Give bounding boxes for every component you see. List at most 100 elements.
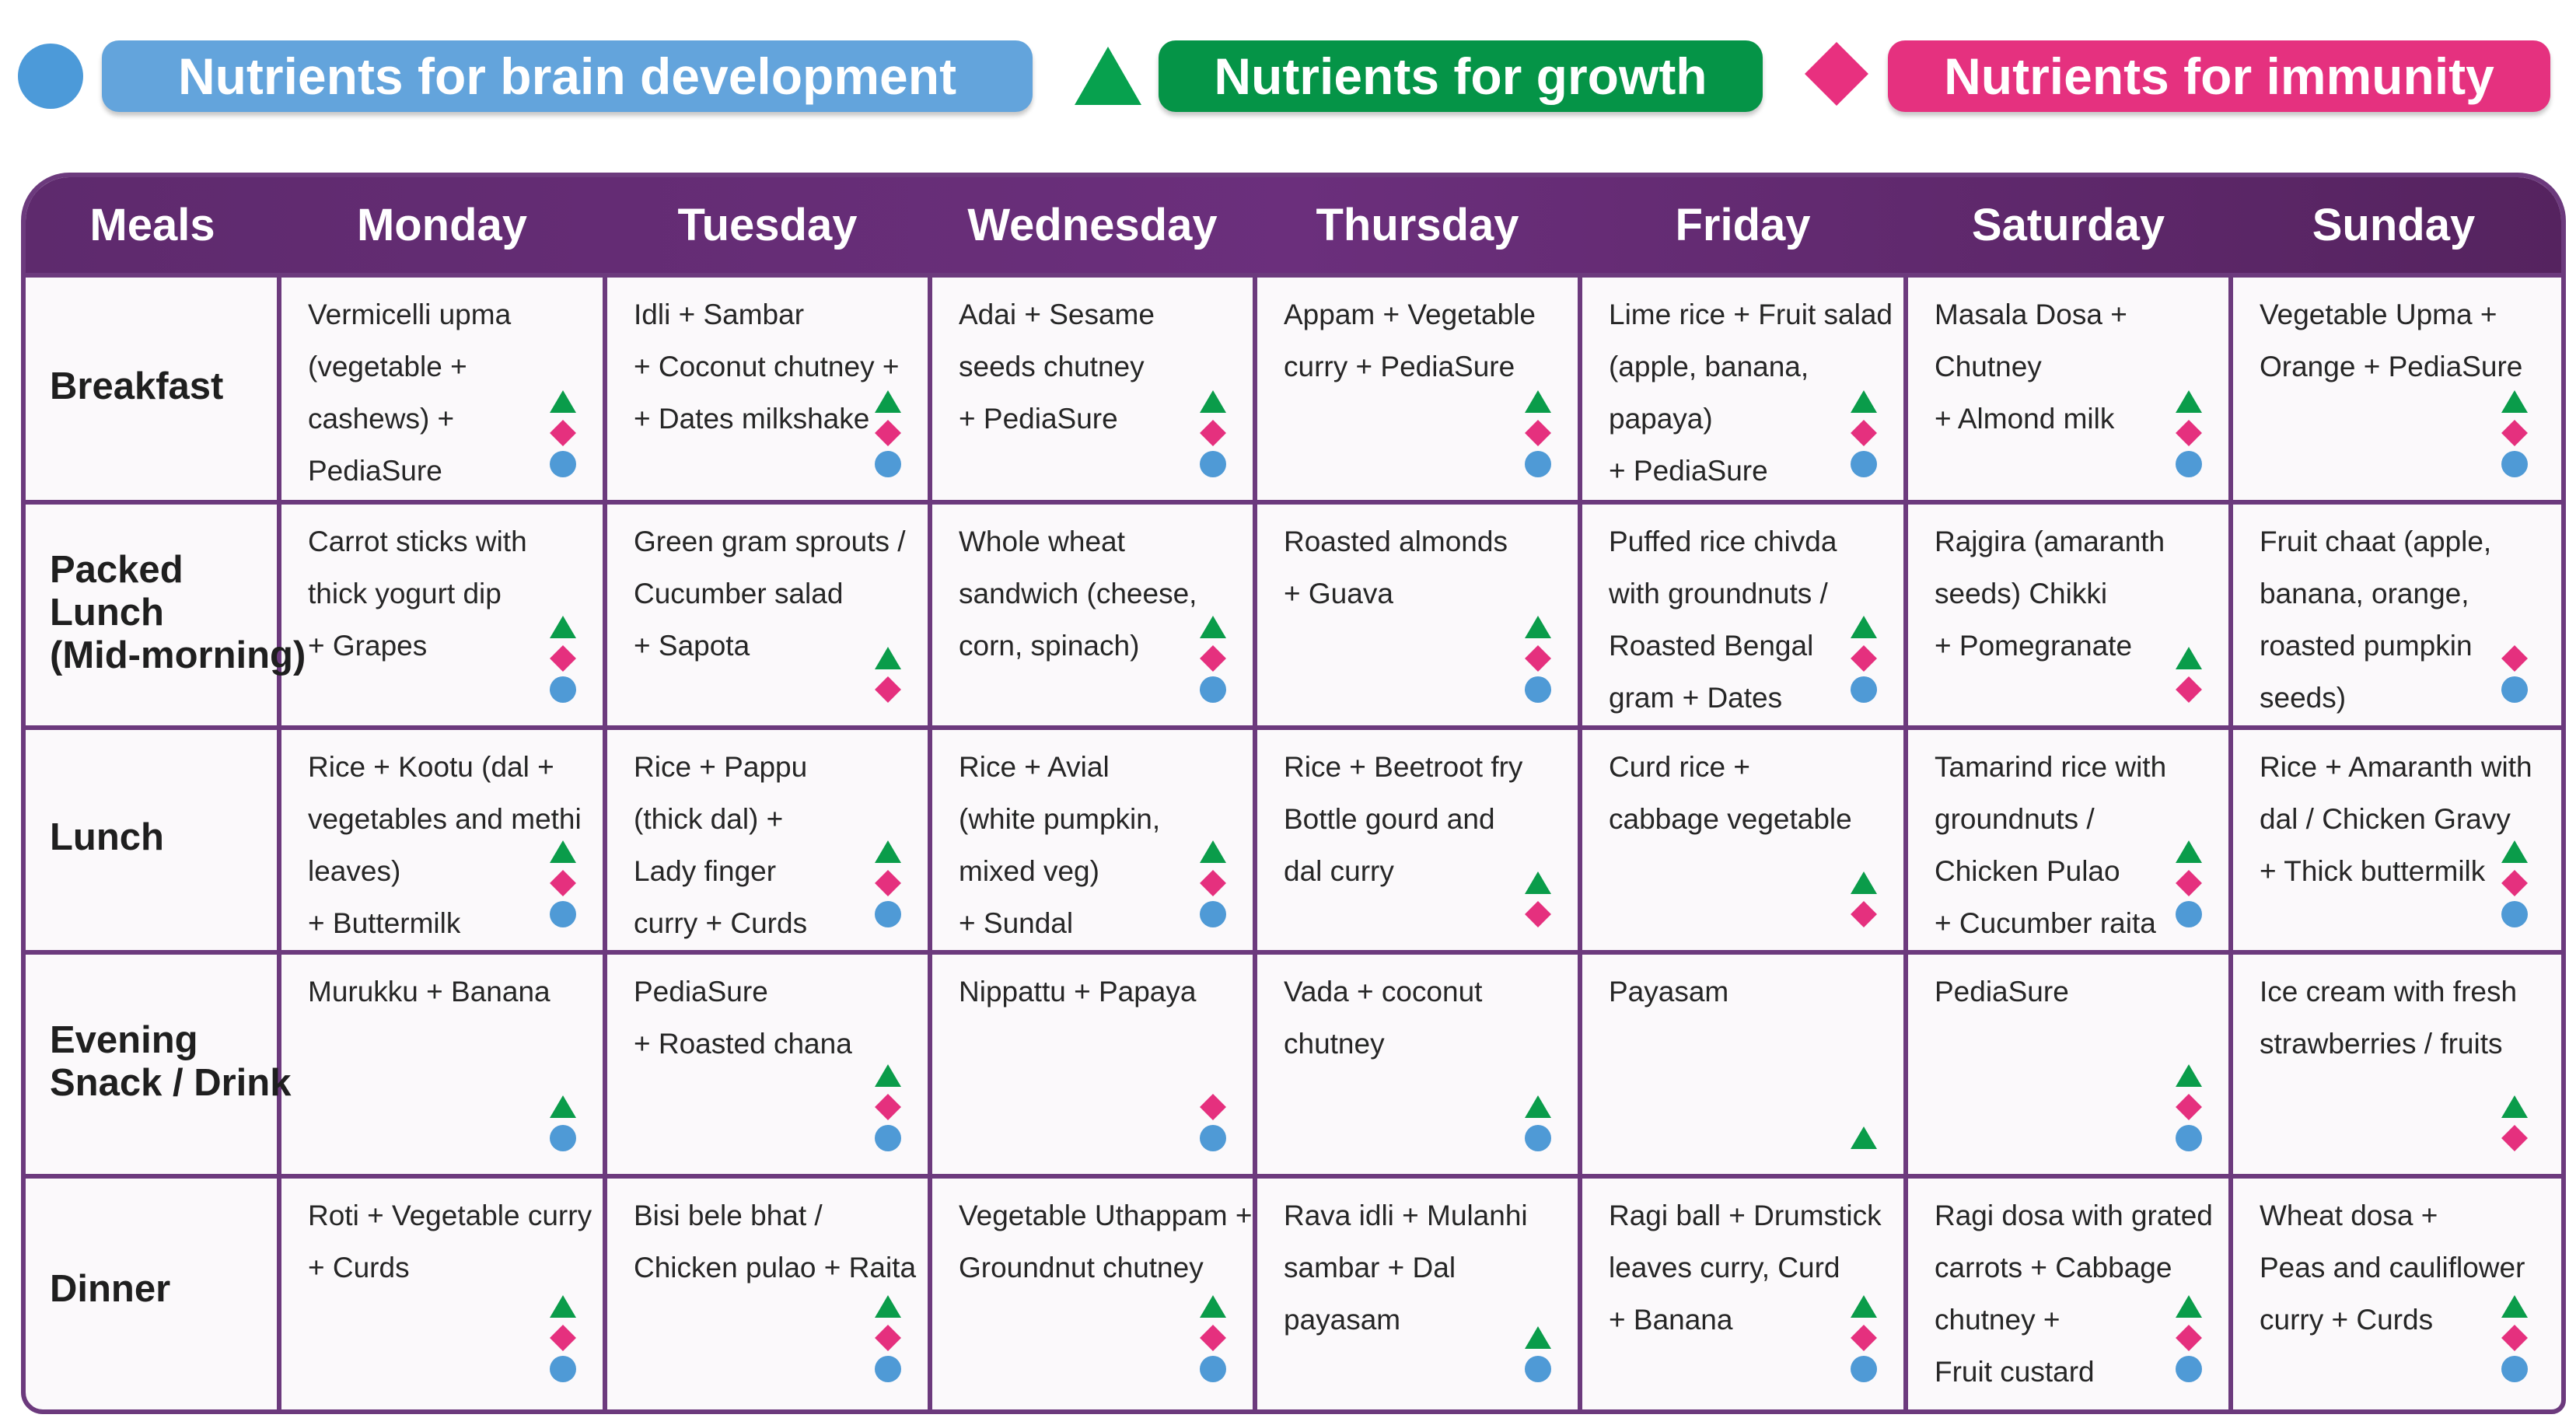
meal-description-line: + Pomegranate <box>1935 630 2133 662</box>
circle-icon <box>875 1356 901 1382</box>
diamond-icon <box>1200 420 1226 446</box>
meal-description-line: curry + Curds <box>2260 1304 2434 1336</box>
diamond-icon <box>875 420 901 446</box>
meal-description-line: PediaSure <box>1935 976 2069 1008</box>
nutrient-markers <box>2501 388 2529 481</box>
table-row <box>26 1174 2561 1409</box>
nutrient-markers <box>1199 388 1227 481</box>
triangle-icon <box>1200 1295 1226 1318</box>
header-friday: Friday <box>1675 200 1811 250</box>
circle-icon <box>875 901 901 927</box>
meal-description: Rice + Kootu (dal + vegetables and methi l… <box>308 741 597 949</box>
nutrient-markers <box>2175 838 2203 931</box>
meal-description-line: vegetables and methi <box>308 803 582 835</box>
meal-label-line: Snack / Drink <box>50 1062 292 1104</box>
column-divider <box>1903 273 1908 1409</box>
meal-description-line: Appam + Vegetable <box>1284 299 1536 330</box>
circle-icon <box>875 1125 901 1151</box>
meal-description-line: (white pumpkin, <box>959 803 1161 835</box>
triangle-icon <box>1075 47 1141 105</box>
header-saturday: Saturday <box>1971 200 2165 250</box>
nutrient-markers <box>2175 388 2203 481</box>
circle-icon <box>1200 1125 1226 1151</box>
diamond-icon <box>1851 645 1877 672</box>
meal-description: Masala Dosa + Chutney + Almond milk <box>1935 288 2223 445</box>
meal-description-line: Bisi bele bhat / <box>634 1200 823 1231</box>
meal-description: Ragi ball + Drumstick leaves curry, Curd +… <box>1609 1189 1898 1346</box>
meal-cell: Nippattu + Papaya <box>930 955 1255 1174</box>
meal-description-line: curry + Curds <box>634 907 808 939</box>
meal-description-line: Payasam <box>1609 976 1729 1008</box>
diamond-icon <box>550 1325 576 1351</box>
nutrient-markers <box>2501 644 2529 707</box>
meal-cell: Bisi bele bhat / Chicken pulao + Raita <box>605 1179 930 1405</box>
meal-description-line: Ragi dosa with grated <box>1935 1200 2213 1231</box>
meal-cell: Ragi ball + Drumstick leaves curry, Curd +… <box>1580 1179 1906 1405</box>
table-header: Meals Monday Tuesday Wednesday Thursday Frida… <box>26 177 2561 273</box>
meal-description: Ragi dosa with grated carrots + Cabbage ch… <box>1935 1189 2223 1398</box>
circle-icon <box>550 451 576 477</box>
circle-icon <box>1525 1356 1551 1382</box>
meal-description: Rice + Beetroot fry Bottle gourd and dal c… <box>1284 741 1572 897</box>
meal-description-line: PediaSure <box>634 976 768 1008</box>
diamond-icon <box>1200 645 1226 672</box>
nutrient-markers <box>1199 1093 1227 1155</box>
triangle-icon <box>1525 1095 1551 1118</box>
meal-description-line: + Cucumber raita <box>1935 907 2156 939</box>
meal-description-line: PediaSure <box>308 455 442 487</box>
diamond-icon <box>1525 645 1551 672</box>
circle-icon <box>1525 1125 1551 1151</box>
meal-cell: PediaSure <box>1906 955 2231 1174</box>
meal-description: Lime rice + Fruit salad (apple, banana, pa… <box>1609 288 1898 497</box>
nutrient-markers <box>549 388 577 481</box>
meal-description: Fruit chaat (apple, banana, orange, roaste… <box>2260 515 2549 724</box>
meal-cell: Wheat dosa + Peas and cauliflower curry + … <box>2231 1179 2557 1405</box>
meal-label-line: Breakfast <box>50 365 224 407</box>
triangle-icon <box>1525 616 1551 638</box>
triangle-icon <box>2501 840 2528 863</box>
meal-cell: Carrot sticks with thick yogurt dip + Grap… <box>279 505 605 725</box>
meal-cell: Puffed rice chivda with groundnuts / Roast… <box>1580 505 1906 725</box>
meal-cell: Vegetable Uthappam + Groundnut chutney <box>930 1179 1255 1405</box>
triangle-icon <box>550 616 576 638</box>
column-divider <box>277 273 281 1409</box>
triangle-icon <box>550 1095 576 1118</box>
meal-label-line: Lunch <box>50 816 164 858</box>
meal-description-line: Roti + Vegetable curry <box>308 1200 592 1231</box>
circle-icon <box>2176 1125 2202 1151</box>
meal-label: Lunch <box>26 725 279 950</box>
meal-description-line: sandwich (cheese, <box>959 578 1197 609</box>
meal-description-line: chutney <box>1284 1028 1385 1060</box>
circle-icon <box>550 1356 576 1382</box>
nutrient-markers <box>549 1093 577 1155</box>
diamond-icon <box>1851 420 1877 446</box>
circle-icon <box>1200 1356 1226 1382</box>
circle-icon <box>2176 901 2202 927</box>
meal-description-line: Whole wheat <box>959 526 1125 557</box>
meal-description-line: Fruit custard <box>1935 1356 2095 1388</box>
meal-description-line: banana, orange, <box>2260 578 2469 609</box>
triangle-icon <box>1525 871 1551 894</box>
nutrient-markers <box>1199 1293 1227 1386</box>
meal-description-line: + Grapes <box>308 630 428 662</box>
meal-description-line: Lady finger <box>634 855 777 887</box>
legend-growth-label: Nutrients for growth <box>1159 40 1763 112</box>
column-divider <box>603 273 607 1409</box>
nutrient-markers <box>874 1293 902 1386</box>
meal-cell: Rava idli + Mulanhi sambar + Dal payasam <box>1255 1179 1580 1405</box>
triangle-icon <box>2176 1064 2202 1087</box>
circle-icon <box>2501 901 2528 927</box>
meal-label: Breakfast <box>26 273 279 500</box>
meal-description-line: Green gram sprouts / <box>634 526 906 557</box>
meal-description: Vada + coconut chutney <box>1284 966 1572 1070</box>
meal-label-line: (Mid-morning) <box>50 634 306 676</box>
meal-description-line: thick yogurt dip <box>308 578 502 609</box>
header-tuesday: Tuesday <box>677 200 858 250</box>
header-thursday: Thursday <box>1316 200 1519 250</box>
column-divider <box>1253 273 1257 1409</box>
triangle-icon <box>1525 1326 1551 1349</box>
triangle-icon <box>2501 1095 2528 1118</box>
meal-cell: Payasam <box>1580 955 1906 1174</box>
diamond-icon <box>2501 870 2528 896</box>
circle-icon <box>2176 1356 2202 1382</box>
